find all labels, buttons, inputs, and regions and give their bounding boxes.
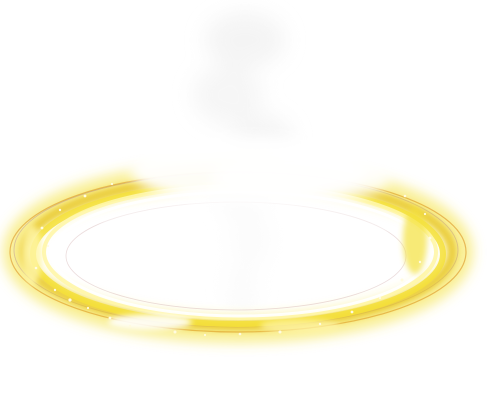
ring-center-fill	[78, 198, 398, 302]
top-rim-fade	[130, 136, 390, 204]
ring-highlights	[22, 206, 427, 333]
sparkles	[34, 182, 432, 337]
